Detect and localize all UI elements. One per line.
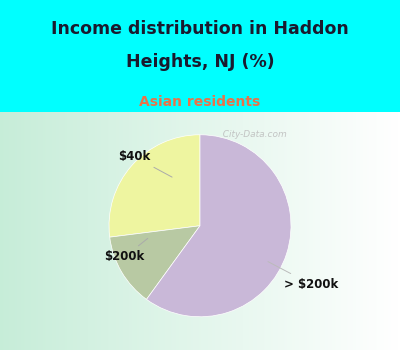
Text: Asian residents: Asian residents xyxy=(139,94,261,108)
Text: $40k: $40k xyxy=(118,150,172,177)
Wedge shape xyxy=(146,135,291,317)
Wedge shape xyxy=(109,135,200,237)
Text: > $200k: > $200k xyxy=(268,261,338,290)
Text: $200k: $200k xyxy=(104,238,148,263)
Text: City-Data.com: City-Data.com xyxy=(217,130,286,139)
Wedge shape xyxy=(110,226,200,299)
Text: Heights, NJ (%): Heights, NJ (%) xyxy=(126,53,274,71)
Text: Income distribution in Haddon: Income distribution in Haddon xyxy=(51,20,349,38)
